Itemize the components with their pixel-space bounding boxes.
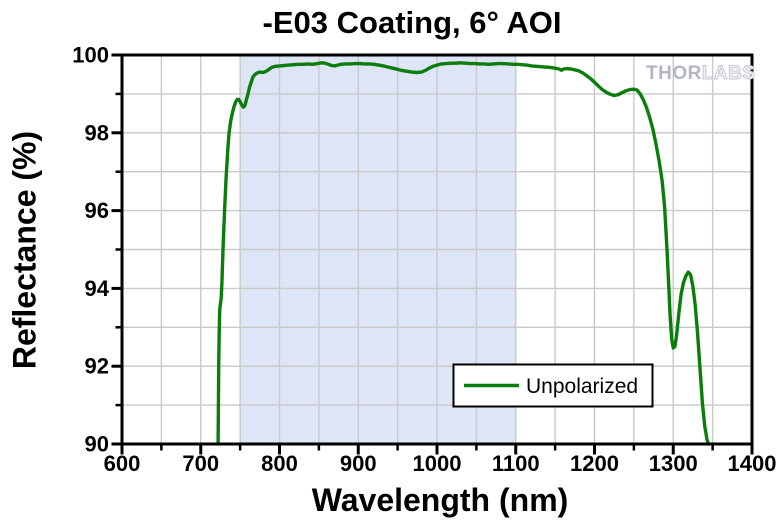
x-tick-label: 800 — [261, 451, 298, 476]
thorlabs-logo: THORLABS — [646, 63, 756, 85]
thorlabs-logo-solid-text: THOR — [646, 63, 702, 84]
axis-frame — [120, 53, 754, 446]
chart-title: -E03 Coating, 6° AOI — [262, 5, 562, 40]
x-tick-label: 1000 — [413, 451, 462, 476]
x-tick-label: 900 — [340, 451, 377, 476]
x-tick-label: 1100 — [492, 451, 540, 476]
x-axis-label: Wavelength (nm) — [311, 482, 569, 518]
x-tick-label: 1200 — [570, 451, 619, 476]
thorlabs-logo-outline-text: LABS — [701, 63, 756, 85]
y-tick-label: 94 — [85, 276, 110, 301]
y-axis-label: Reflectance (%) — [6, 130, 43, 370]
y-tick-label: 98 — [85, 120, 109, 145]
y-tick-label: 92 — [85, 354, 109, 379]
x-tick-label: 600 — [104, 451, 141, 476]
data-curve-unpolarized — [216, 61, 711, 446]
x-tick-label: 1400 — [728, 451, 777, 476]
x-tick-label: 1300 — [649, 451, 698, 476]
legend-label: Unpolarized — [526, 375, 638, 398]
y-tick-label: 90 — [85, 432, 109, 457]
y-tick-label: 96 — [85, 198, 109, 223]
y-tick-label: 100 — [72, 43, 109, 68]
x-tick-label: 700 — [182, 451, 219, 476]
